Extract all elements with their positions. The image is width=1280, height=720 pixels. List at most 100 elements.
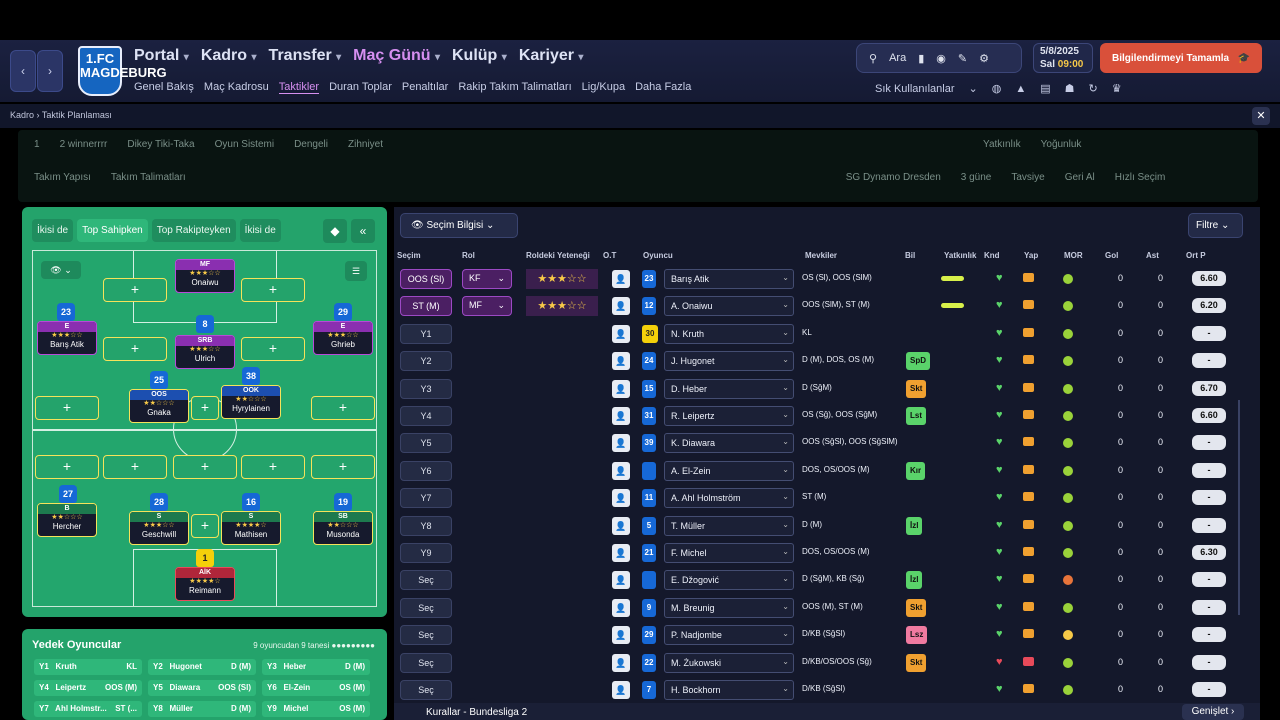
- player-name-dropdown[interactable]: R. Leipertz ⌄: [664, 406, 794, 426]
- sub-slot[interactable]: Y9 Michel OS (M): [262, 701, 370, 717]
- nav-squad[interactable]: Kadro ▾: [200, 47, 257, 64]
- empty-slot[interactable]: +: [173, 455, 237, 479]
- tab-team-instructions[interactable]: Takım Talimatları: [110, 172, 186, 183]
- selection-button[interactable]: Seç: [400, 652, 452, 673]
- subnav-overview[interactable]: Genel Bakış: [134, 81, 194, 93]
- player-name-dropdown[interactable]: H. Bockhorn ⌄: [664, 680, 794, 700]
- player-card[interactable]: SRB ★★★☆☆ Ulrich: [175, 335, 235, 369]
- date-box[interactable]: 5/8/2025 Sal 09:00: [1033, 43, 1093, 73]
- player-info-icon[interactable]: 👤: [612, 516, 630, 535]
- shirt-icon[interactable]: ▲: [1015, 82, 1027, 95]
- diamond-icon[interactable]: ◆: [323, 219, 347, 243]
- player-card[interactable]: E ★★★☆☆ Ghrieb: [313, 321, 373, 355]
- continue-button[interactable]: Bilgilendirmeyi Tamamla 🎓: [1100, 43, 1262, 73]
- col-avg-rating[interactable]: Ort P: [1186, 251, 1206, 260]
- subnav-opposition[interactable]: Rakip Takım Talimatları: [458, 81, 572, 93]
- player-info-icon[interactable]: 👤: [612, 297, 630, 316]
- nav-career[interactable]: Kariyer ▾: [518, 47, 584, 64]
- forward-button[interactable]: ›: [37, 50, 63, 92]
- player-name-dropdown[interactable]: A. El-Zein ⌄: [664, 460, 794, 481]
- sub-slot[interactable]: Y6 El-Zein OS (M): [262, 680, 370, 696]
- player-name-dropdown[interactable]: A. Onaiwu ⌄: [664, 296, 794, 317]
- selection-button[interactable]: ST (M): [400, 296, 452, 317]
- tactic-style[interactable]: Dikey Tiki-Taka: [127, 139, 195, 150]
- table-row[interactable]: Y3 👤 15 D. Heber ⌄ D (SğM) Skt ♥ 0 0 6.70: [396, 376, 1234, 402]
- selection-button[interactable]: Y7: [400, 488, 452, 509]
- empty-slot[interactable]: +: [241, 455, 305, 479]
- sub-slot[interactable]: Y3 Heber D (M): [262, 659, 370, 675]
- player-name-dropdown[interactable]: M. Breunig ⌄: [664, 597, 794, 618]
- col-role-ability[interactable]: Roldeki Yeteneği: [526, 251, 590, 260]
- pen-icon[interactable]: ✎: [957, 52, 968, 65]
- player-name-dropdown[interactable]: Barış Atik ⌄: [664, 269, 794, 289]
- sub-slot[interactable]: Y1 Kruth KL: [34, 659, 142, 675]
- col-role[interactable]: Rol: [462, 251, 475, 260]
- selection-button[interactable]: OOS (Sl): [400, 269, 452, 289]
- empty-slot[interactable]: +: [311, 455, 375, 479]
- selection-button[interactable]: Y4: [400, 406, 452, 426]
- gear-icon[interactable]: ⚙: [979, 52, 989, 65]
- player-card[interactable]: S ★★★★☆ Mathisen: [221, 511, 281, 545]
- empty-slot[interactable]: +: [191, 514, 219, 538]
- table-row[interactable]: Seç 👤 E. Džogović ⌄ D (SğM), KB (Sğ) İzl ♥ 0 0 -: [396, 567, 1234, 593]
- selection-button[interactable]: Seç: [400, 597, 452, 618]
- player-info-icon[interactable]: 👤: [612, 571, 630, 590]
- player-name-dropdown[interactable]: K. Diawara ⌄: [664, 433, 794, 454]
- col-player[interactable]: Oyuncu: [643, 251, 673, 260]
- expand-button[interactable]: Genişlet ›: [1182, 704, 1244, 720]
- selection-button[interactable]: Y8: [400, 515, 452, 536]
- nav-transfer[interactable]: Transfer ▾: [268, 47, 342, 64]
- selection-button[interactable]: Y9: [400, 543, 452, 563]
- player-info-icon[interactable]: 👤: [612, 434, 630, 453]
- table-row[interactable]: Y7 👤 11 A. Ahl Holmström ⌄ ST (M) ♥ 0 0 -: [396, 485, 1234, 511]
- tactic-slot[interactable]: 1: [34, 139, 40, 150]
- player-name-dropdown[interactable]: N. Kruth ⌄: [664, 323, 794, 344]
- clipboard-icon[interactable]: ▤: [1040, 83, 1051, 95]
- subnav-more[interactable]: Daha Fazla: [635, 81, 692, 93]
- table-row[interactable]: Y8 👤 5 T. Müller ⌄ D (M) İzl ♥ 0 0 -: [396, 513, 1234, 539]
- empty-slot[interactable]: +: [103, 278, 167, 302]
- player-card[interactable]: B ★★☆☆☆ Hercher: [37, 503, 97, 537]
- empty-slot[interactable]: +: [191, 396, 219, 420]
- table-row[interactable]: Y5 👤 39 K. Diawara ⌄ OOS (SğSl), OOS (SğSlM) ♥…: [396, 430, 1234, 456]
- sub-slot[interactable]: Y2 Hugonet D (M): [148, 659, 256, 675]
- table-row[interactable]: OOS (Sl) KF ⌄ ★★★☆☆ 👤 23 Barış Atik ⌄ OS (Sl), O…: [396, 266, 1234, 292]
- role-dropdown[interactable]: KF ⌄: [462, 269, 512, 289]
- sub-slot[interactable]: Y8 Müller D (M): [148, 701, 256, 717]
- advice-button[interactable]: Tavsiye: [1011, 172, 1045, 183]
- tab-in-possession[interactable]: Top Sahipken: [77, 219, 148, 242]
- player-info-icon[interactable]: 👤: [612, 379, 630, 398]
- settings-icon[interactable]: ☰: [345, 261, 367, 281]
- empty-slot[interactable]: +: [35, 396, 99, 420]
- table-row[interactable]: Y1 👤 30 N. Kruth ⌄ KL ♥ 0 0 -: [396, 321, 1234, 347]
- rules-label[interactable]: Kurallar - Bundesliga 2: [426, 707, 528, 718]
- selection-button[interactable]: Y3: [400, 378, 452, 399]
- subnav-setpieces[interactable]: Duran Toplar: [329, 81, 392, 93]
- notification-icon[interactable]: ◍: [991, 83, 1002, 95]
- player-info-icon[interactable]: 👤: [612, 598, 630, 617]
- eye-icon[interactable]: 👁 ⌄: [41, 261, 81, 279]
- undo-button[interactable]: Geri Al: [1064, 172, 1095, 183]
- player-info-icon[interactable]: 👤: [612, 626, 630, 645]
- table-row[interactable]: Y4 👤 31 R. Leipertz ⌄ OS (Sğ), OOS (SğM) Lst ♥ 0…: [396, 403, 1234, 429]
- player-name-dropdown[interactable]: D. Heber ⌄: [664, 378, 794, 399]
- tactic-name[interactable]: 2 winnerrrr: [59, 139, 108, 150]
- col-ot[interactable]: O.T: [603, 251, 617, 260]
- table-row[interactable]: Seç 👤 7 H. Bockhorn ⌄ D/KB (SğSl) ♥ 0 0 -: [396, 677, 1234, 703]
- player-card[interactable]: OOK ★★☆☆☆ Hyrylainen: [221, 385, 281, 419]
- nav-matchday[interactable]: Maç Günü ▾: [353, 47, 440, 64]
- player-info-icon[interactable]: 👤: [612, 407, 630, 425]
- empty-slot[interactable]: +: [35, 455, 99, 479]
- player-card[interactable]: E ★★★☆☆ Barış Atik: [37, 321, 97, 355]
- bookmark-icon[interactable]: ▮: [918, 52, 925, 65]
- player-info-icon[interactable]: 👤: [612, 544, 630, 562]
- col-bil[interactable]: Bil: [905, 251, 916, 260]
- subnav-tactics[interactable]: Taktikler: [278, 81, 320, 94]
- player-info-icon[interactable]: 👤: [612, 324, 630, 343]
- brain-icon[interactable]: ◉: [936, 52, 946, 65]
- role-dropdown[interactable]: MF ⌄: [462, 296, 512, 317]
- sub-slot[interactable]: Y7 Ahl Holmstr... ST (...: [34, 701, 142, 717]
- player-card[interactable]: MF ★★★☆☆ Onaiwu: [175, 259, 235, 293]
- table-row[interactable]: Seç 👤 29 P. Nadjombe ⌄ D/KB (SğSl) Lsz ♥ 0 0 -: [396, 622, 1234, 648]
- back-button[interactable]: ‹: [10, 50, 36, 92]
